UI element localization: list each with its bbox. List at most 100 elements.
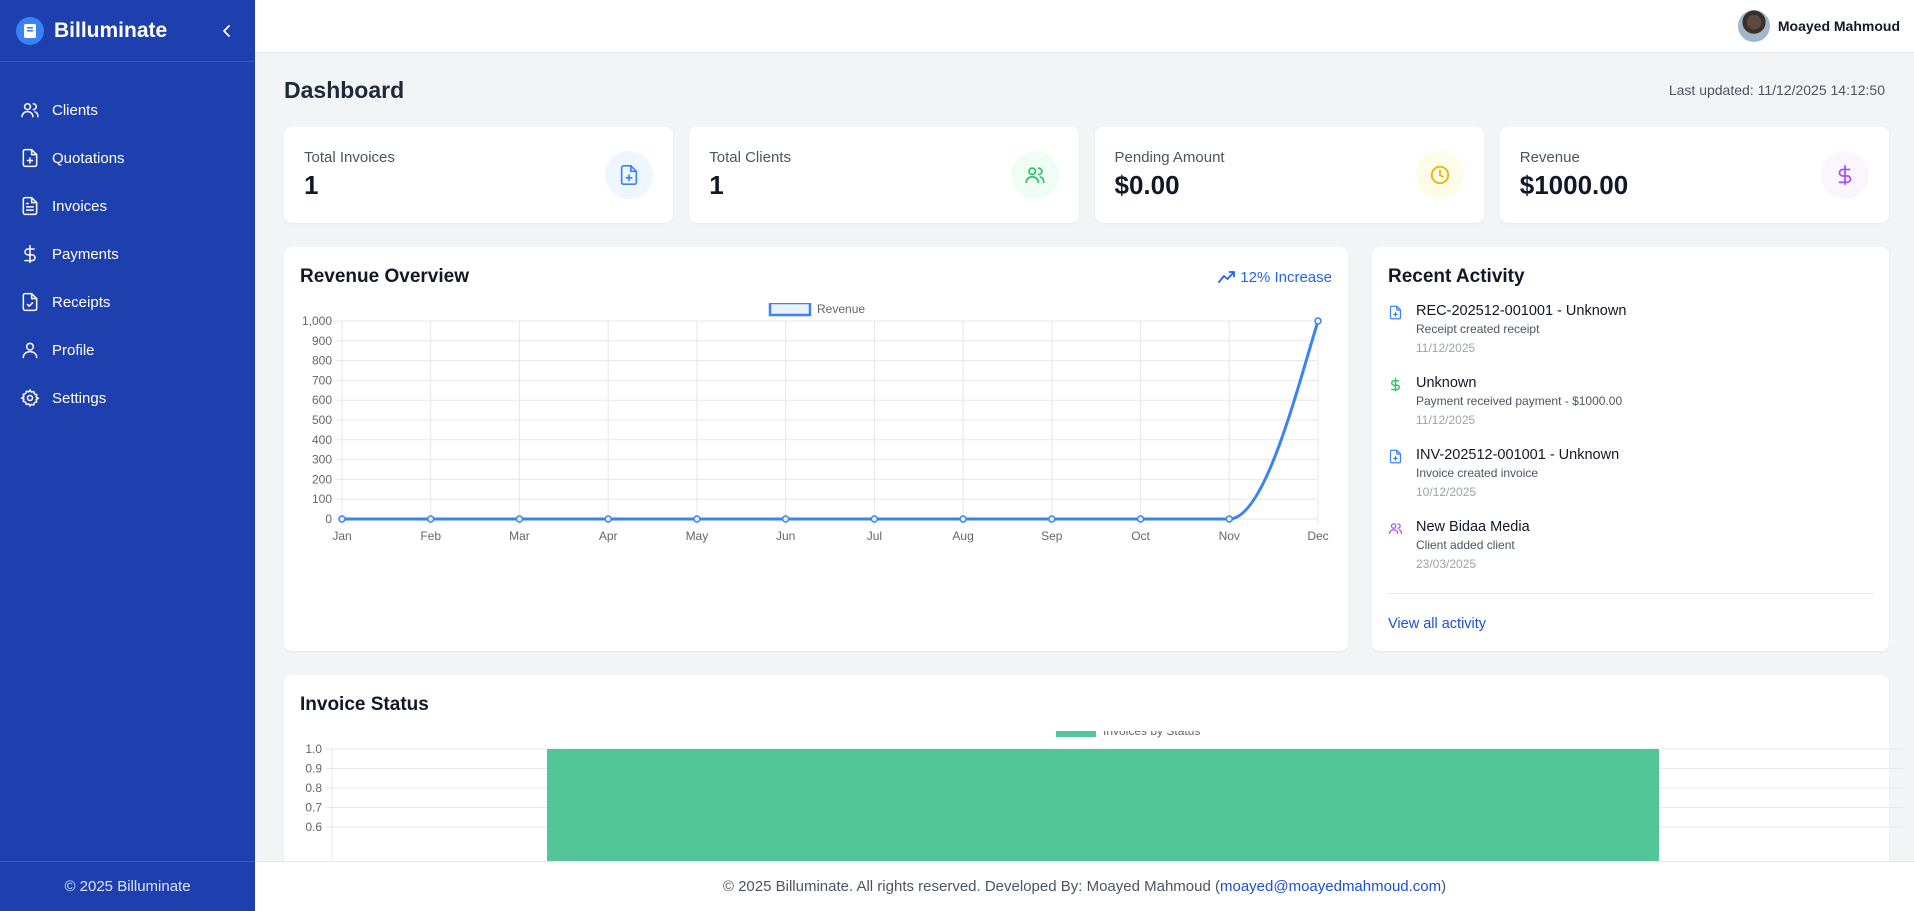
- x-tick-label: Feb: [420, 529, 441, 543]
- app-name: Billuminate: [54, 18, 168, 42]
- stats-row: Total Invoices 1 Total Clients 1 Pending…: [284, 127, 1889, 223]
- sidebar-item-profile[interactable]: Profile: [0, 326, 255, 374]
- y-tick-label: 900: [312, 334, 332, 348]
- divider: [1388, 593, 1873, 594]
- topbar: Moayed Mahmoud: [255, 0, 1914, 53]
- main-content: Dashboard Last updated: 11/12/2025 14:12…: [255, 53, 1914, 861]
- activity-description: Client added client: [1416, 538, 1515, 552]
- sidebar-item-invoices[interactable]: Invoices: [0, 182, 255, 230]
- activity-date: 23/03/2025: [1416, 557, 1477, 571]
- user-name: Moayed Mahmoud: [1777, 18, 1900, 34]
- y-tick-label: 0.7: [305, 801, 322, 815]
- data-point: [693, 515, 701, 523]
- x-tick-label: Jul: [867, 529, 882, 543]
- card-title: Revenue Overview: [300, 266, 469, 287]
- invoice-status-bar-chart: Invoices by Status 1.0 0.9 0.8 0.7 0.6: [305, 731, 1904, 861]
- sidebar-item-label: Profile: [52, 341, 95, 359]
- x-tick-label: Jan: [332, 529, 351, 543]
- data-point: [1048, 515, 1056, 523]
- brand: Billuminate: [0, 0, 255, 62]
- revenue-line-chart: Revenue 0 100 200 300 400 500 600 700 800 900 1,000…: [302, 303, 1329, 543]
- activity-title: REC-202512-001001 - Unknown: [1416, 303, 1627, 319]
- sidebar-item-label: Receipts: [52, 293, 111, 311]
- y-tick-label: 0.6: [305, 820, 322, 834]
- footer-text: © 2025 Billuminate. All rights reserved.…: [722, 878, 1220, 895]
- y-tick-label: 0.9: [305, 762, 322, 776]
- stat-value: 1: [709, 170, 724, 200]
- activity-date: 11/12/2025: [1416, 413, 1476, 427]
- activity-title: INV-202512-001001 - Unknown: [1416, 447, 1620, 463]
- legend-label: Revenue: [817, 303, 865, 316]
- page-footer: © 2025 Billuminate. All rights reserved.…: [255, 861, 1914, 911]
- activity-item[interactable]: New Bidaa Media Client added client 23/0…: [1388, 519, 1873, 591]
- collapse-sidebar-button[interactable]: [215, 19, 239, 43]
- bar-paid: [547, 749, 1659, 861]
- dollar-icon: [1388, 375, 1404, 447]
- data-point: [515, 515, 524, 523]
- stat-card-total-clients: Total Clients 1: [689, 127, 1079, 223]
- file-plus-icon: [1388, 303, 1404, 375]
- logo-icon: [16, 16, 44, 45]
- x-tick-label: Aug: [952, 529, 973, 543]
- page-header: Dashboard Last updated: 11/12/2025 14:12…: [280, 53, 1889, 127]
- x-tick-label: Mar: [509, 529, 530, 543]
- user-icon: [20, 340, 40, 360]
- y-tick-label: 300: [312, 453, 332, 467]
- activity-item[interactable]: REC-202512-001001 - Unknown Receipt crea…: [1388, 303, 1873, 375]
- sidebar-item-payments[interactable]: Payments: [0, 230, 255, 278]
- stat-card-total-invoices: Total Invoices 1: [284, 127, 674, 223]
- sidebar-nav: Clients Quotations Invoices Payments Rec…: [0, 86, 255, 422]
- x-tick-label: Dec: [1307, 529, 1328, 543]
- y-tick-label: 200: [312, 472, 332, 486]
- legend-swatch: [768, 303, 812, 317]
- recent-activity-card: Recent Activity REC-202512-001001 - Unkn…: [1372, 247, 1889, 651]
- sidebar-item-clients[interactable]: Clients: [0, 86, 255, 134]
- activity-item[interactable]: Unknown Payment received payment - $1000…: [1388, 375, 1873, 447]
- legend-label: Invoices by Status: [1103, 731, 1200, 738]
- card-header: Revenue Overview 12% Increase: [300, 263, 1332, 291]
- sidebar-item-label: Payments: [52, 245, 119, 263]
- avatar: [1737, 10, 1770, 42]
- trend-indicator: 12% Increase: [1218, 269, 1332, 286]
- chart-legend: Revenue: [768, 303, 865, 317]
- stat-label: Total Invoices: [304, 149, 395, 166]
- y-tick-label: 700: [312, 373, 332, 387]
- view-all-activity-link[interactable]: View all activity: [1388, 616, 1487, 632]
- invoice-status-card: Invoice Status Invoices by Status 1.0 0.9 0…: [284, 675, 1904, 861]
- chart-legend: Invoices by Status: [1056, 731, 1200, 738]
- stat-card-pending-amount: Pending Amount $0.00: [1094, 127, 1484, 223]
- y-tick-label: 100: [312, 492, 332, 506]
- x-tick-label: Oct: [1131, 529, 1150, 543]
- x-tick-label: Nov: [1219, 529, 1240, 543]
- footer-close: ): [1441, 878, 1447, 895]
- y-tick-label: 400: [312, 433, 332, 447]
- sidebar-footer: © 2025 Billuminate: [0, 861, 255, 911]
- sidebar-item-settings[interactable]: Settings: [0, 374, 255, 422]
- data-point: [604, 515, 612, 523]
- trend-text: 12% Increase: [1240, 268, 1332, 286]
- sidebar-item-receipts[interactable]: Receipts: [0, 278, 255, 326]
- y-tick-label: 0.8: [305, 781, 322, 795]
- sidebar-item-label: Settings: [52, 389, 107, 407]
- activity-description: Receipt created receipt: [1416, 322, 1540, 336]
- footer-email-link[interactable]: moayed@moayedmahmoud.com: [1219, 878, 1442, 895]
- file-text-icon: [20, 196, 40, 216]
- activity-item[interactable]: INV-202512-001001 - Unknown Invoice crea…: [1388, 447, 1873, 519]
- activity-description: Payment received payment - $1000.00: [1416, 394, 1623, 408]
- activity-date: 10/12/2025: [1416, 485, 1477, 499]
- y-tick-label: 500: [312, 413, 332, 427]
- gear-icon: [20, 388, 40, 408]
- last-updated: Last updated: 11/12/2025 14:12:50: [1668, 82, 1885, 98]
- sidebar: Billuminate Clients Quotations Invoices …: [0, 0, 255, 911]
- stat-label: Pending Amount: [1114, 149, 1225, 166]
- user-menu[interactable]: Moayed Mahmoud: [1737, 10, 1900, 42]
- stat-value: $1000.00: [1519, 170, 1629, 200]
- sidebar-item-quotations[interactable]: Quotations: [0, 134, 255, 182]
- revenue-overview-card: Revenue Overview 12% Increase Revenue 0 10…: [284, 247, 1348, 651]
- data-point: [781, 515, 790, 523]
- legend-swatch: [1056, 731, 1096, 737]
- data-point: [426, 515, 435, 523]
- data-point: [338, 515, 346, 523]
- activity-date: 11/12/2025: [1416, 341, 1476, 355]
- file-plus-icon: [1388, 447, 1404, 519]
